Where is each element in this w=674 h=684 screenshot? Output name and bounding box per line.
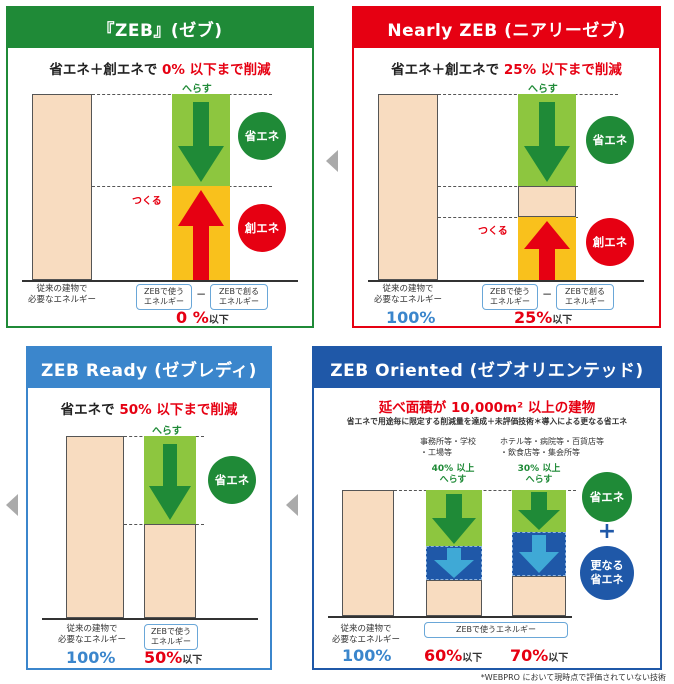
remaining-segment — [518, 186, 576, 217]
building-bar — [66, 436, 124, 618]
use-energy-box: ZEBで使う エネルギー — [144, 624, 198, 650]
minus-sign: − — [541, 287, 553, 301]
down-arrow-icon — [432, 494, 476, 544]
baseline — [368, 280, 644, 282]
panel-zeb: 『ZEB』(ゼブ) 省エネ＋創エネで 0% 以下まで削減 へらす つくる 省エネ… — [6, 6, 314, 328]
create-energy-circle: 創エネ — [238, 204, 286, 252]
base-percent: 100% — [342, 646, 392, 665]
building-bar — [378, 94, 438, 280]
more-energy-saving-circle: 更なる 省エネ — [580, 546, 634, 600]
reduce-label-30: 30% 以上 へらす — [517, 464, 561, 485]
save-energy-circle: 省エネ — [238, 112, 286, 160]
up-arrow-icon — [178, 190, 224, 280]
left-arrow-icon — [6, 494, 18, 516]
low-guide — [438, 217, 578, 218]
reduce-label: へらす — [152, 426, 182, 437]
create-label: つくる — [132, 196, 162, 207]
mid-guide — [438, 186, 578, 187]
left-arrow-icon — [286, 494, 298, 516]
reduce-label-40: 40% 以上 へらす — [431, 464, 475, 485]
panel-ready-title: ZEB Ready (ゼブレディ) — [28, 348, 270, 388]
use-energy-box: ZEBで使うエネルギー — [424, 622, 568, 638]
building-label: 従来の建物で 必要なエネルギー — [331, 624, 400, 645]
remaining-segment — [512, 576, 566, 616]
down-arrow-icon — [434, 548, 474, 578]
panel-zeb-oriented: ZEB Oriented (ゼブオリエンテッド) 延べ面積が 10,000m² … — [312, 346, 662, 670]
panel-zeb-title: 『ZEB』(ゼブ) — [8, 8, 312, 48]
ready-result: 50%以下 — [144, 648, 203, 667]
panel-oriented-title: ZEB Oriented (ゼブオリエンテッド) — [314, 348, 660, 388]
baseline — [328, 616, 572, 618]
baseline — [42, 618, 258, 620]
top-guide — [394, 490, 576, 491]
save-energy-circle: 省エネ — [208, 456, 256, 504]
panel-nearly-zeb: Nearly ZEB (ニアリーゼブ) 省エネ＋創エネで 25% 以下まで削減 … — [352, 6, 661, 328]
building-label: 従来の建物で 必要なエネルギー — [373, 284, 442, 305]
reduce-label: へらす — [182, 84, 212, 95]
baseline — [22, 280, 298, 282]
building-bar — [32, 94, 92, 280]
save-energy-circle: 省エネ — [582, 472, 632, 522]
oriented-note: 省エネで用途毎に限定する削減量を達成＋未評価技術＊導入による更なる省エネ — [346, 417, 628, 426]
building-type-office: 事務所等・学校 ・工場等 — [420, 437, 476, 457]
left-arrow-icon — [326, 150, 338, 172]
panel-nearly-title: Nearly ZEB (ニアリーゼブ) — [354, 8, 659, 48]
down-arrow-icon — [524, 102, 570, 182]
create-energy-box: ZEBで創る エネルギー — [556, 284, 614, 310]
use-energy-box: ZEBで使う エネルギー — [482, 284, 538, 310]
up-arrow-icon — [524, 221, 570, 280]
down-arrow-icon — [519, 535, 559, 573]
base-percent: 100% — [386, 308, 436, 327]
panel-ready-subtitle: 省エネで 50% 以下まで削減 — [60, 402, 238, 418]
panel-nearly-subtitle: 省エネ＋創エネで 25% 以下まで削減 — [391, 62, 622, 78]
nearly-result: 25%以下 — [514, 308, 573, 327]
oriented-result-60: 60%以下 — [424, 646, 483, 665]
base-percent: 100% — [66, 648, 116, 667]
building-bar — [342, 490, 394, 616]
create-label: つくる — [478, 226, 508, 237]
building-type-hotel: ホテル等・病院等・百貨店等 ・飲食店等・集会所等 — [500, 437, 604, 457]
oriented-result-70: 70%以下 — [510, 646, 569, 665]
remaining-segment — [426, 580, 482, 616]
minus-sign: − — [195, 287, 207, 301]
panel-zeb-ready: ZEB Ready (ゼブレディ) 省エネで 50% 以下まで削減 へらす 省エ… — [26, 346, 272, 670]
zeb-result: 0 %以下 — [176, 308, 229, 327]
building-label: 従来の建物で 必要なエネルギー — [27, 284, 96, 305]
footnote: *WEBPRO において現時点で評価されていない技術 — [480, 673, 666, 682]
panel-oriented-subtitle: 延べ面積が 10,000m² 以上の建物 — [378, 400, 596, 416]
down-arrow-icon — [178, 102, 224, 182]
use-energy-box: ZEBで使う エネルギー — [136, 284, 192, 310]
reduce-label: へらす — [528, 84, 558, 95]
down-arrow-icon — [149, 444, 191, 520]
panel-zeb-subtitle: 省エネ＋創エネで 0% 以下まで削減 — [49, 62, 271, 78]
building-label: 従来の建物で 必要なエネルギー — [57, 624, 126, 645]
remaining-segment — [144, 524, 196, 618]
save-energy-circle: 省エネ — [586, 116, 634, 164]
create-energy-circle: 創エネ — [586, 218, 634, 266]
plus-sign: + — [597, 519, 617, 544]
create-energy-box: ZEBで創る エネルギー — [210, 284, 268, 310]
down-arrow-icon — [518, 492, 560, 530]
